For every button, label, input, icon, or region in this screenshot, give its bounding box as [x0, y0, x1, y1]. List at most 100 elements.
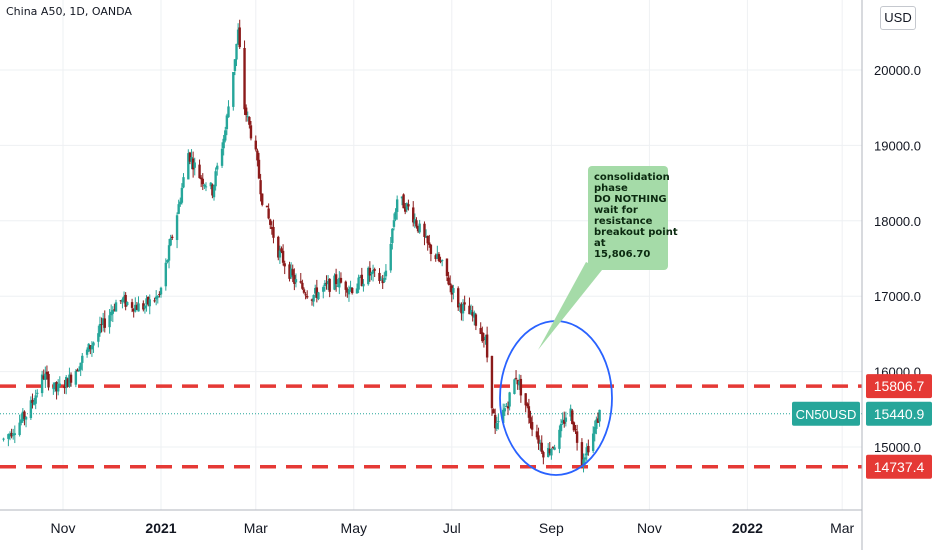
x-tick-label: Mar: [244, 520, 268, 536]
candle-body: [416, 225, 420, 232]
last-price-label: 15440.9: [866, 401, 932, 426]
candle-body: [368, 267, 372, 276]
candle-body: [277, 236, 280, 258]
candle-body: [299, 281, 302, 283]
candle-body: [587, 445, 590, 453]
callout-line: at: [594, 238, 606, 249]
candle-body: [412, 207, 415, 223]
candle-body: [89, 345, 92, 350]
candle-body: [450, 285, 453, 295]
candle-body: [440, 260, 444, 262]
candle-body: [254, 140, 257, 150]
candle-body: [571, 410, 574, 425]
x-tick-label: Sep: [539, 520, 564, 536]
y-tick-label: 18000.0: [874, 214, 921, 229]
candle-body: [548, 448, 551, 454]
candle-body: [524, 393, 527, 406]
candle-body: [550, 449, 553, 456]
candle-body: [537, 435, 540, 444]
candle-body: [596, 418, 600, 423]
candle-body: [347, 289, 351, 295]
candle-body: [29, 400, 33, 419]
candle-body: [10, 432, 13, 437]
candle-body: [325, 282, 328, 284]
callout-line: phase: [594, 183, 628, 194]
candle-body: [156, 296, 159, 298]
candle-body: [92, 342, 95, 346]
candle-body: [159, 287, 163, 295]
candle-body: [97, 333, 100, 342]
candle-body: [236, 29, 240, 45]
candle-body: [198, 164, 201, 179]
candle-body: [137, 303, 140, 312]
candle-body: [445, 258, 449, 276]
callout-line: consolidation: [594, 172, 670, 183]
resistance-price-label-text: 15806.7: [874, 378, 925, 394]
candle-body: [267, 208, 270, 219]
level-lines: [0, 384, 862, 469]
candle-body: [79, 362, 82, 370]
candle-body: [529, 417, 532, 424]
candle-body: [561, 420, 564, 423]
candle-body: [281, 250, 285, 263]
candle-body: [166, 260, 169, 263]
candle-body: [434, 255, 437, 260]
candle-body: [506, 406, 510, 409]
candle-body: [322, 287, 325, 292]
candle-body: [124, 294, 127, 307]
candle-body: [551, 447, 555, 449]
candle-body: [235, 43, 238, 60]
candle-body: [527, 406, 531, 418]
candle-body: [350, 288, 354, 294]
candle-body: [289, 268, 293, 278]
candle-body: [280, 248, 283, 252]
candle-body: [294, 279, 298, 283]
candle-body: [383, 277, 386, 282]
candle-body: [47, 374, 50, 388]
candle-body: [190, 157, 193, 162]
candle-body: [143, 305, 147, 309]
candle-body: [323, 283, 327, 287]
candle-body: [108, 315, 111, 328]
candle-body: [582, 459, 585, 465]
candle-body: [31, 399, 34, 404]
candle-body: [182, 177, 185, 188]
candle-body: [259, 180, 262, 195]
candle-body: [474, 314, 478, 326]
candle-body: [468, 305, 471, 315]
candle-body: [538, 442, 542, 445]
candle-body: [293, 275, 296, 284]
candle-body: [423, 223, 426, 237]
candle-body: [424, 236, 428, 238]
candle-body: [158, 293, 161, 295]
currency-button[interactable]: USD: [880, 6, 916, 30]
candle-body: [428, 242, 431, 245]
candle-body: [574, 429, 577, 431]
candle-body: [473, 312, 476, 318]
candle-body: [553, 447, 556, 450]
candle-body: [243, 47, 246, 110]
candle-body: [373, 269, 376, 271]
candle-body: [2, 438, 5, 440]
candle-body: [415, 220, 418, 227]
candle-body: [66, 378, 70, 387]
candle-body: [448, 283, 452, 285]
x-tick-label: Jul: [443, 520, 461, 536]
candle-body: [394, 211, 397, 220]
candle-body: [180, 187, 184, 203]
candle-body: [65, 376, 68, 388]
candle-body: [135, 305, 139, 310]
candle-body: [471, 312, 474, 317]
candle-body: [317, 292, 320, 300]
candle-body: [346, 289, 349, 293]
candle-body: [501, 409, 505, 423]
candle-body: [191, 158, 195, 170]
candle-body: [119, 300, 123, 302]
candle-body: [109, 311, 113, 316]
candle-body: [304, 294, 307, 296]
candle-body: [225, 115, 229, 130]
candle-body: [593, 427, 596, 434]
annotation-callout: consolidation phase DO NOTHING wait for resi…: [588, 166, 678, 270]
